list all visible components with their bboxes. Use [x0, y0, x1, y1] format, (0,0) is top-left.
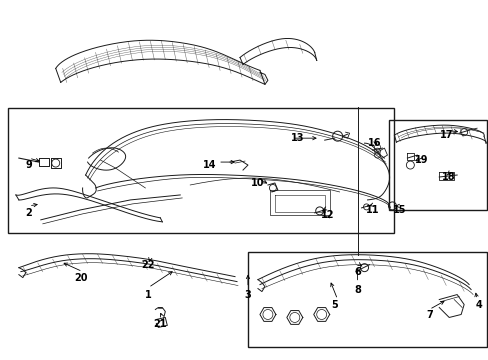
- Text: 11: 11: [365, 205, 379, 215]
- Text: 2: 2: [25, 208, 32, 218]
- Text: 12: 12: [320, 210, 334, 220]
- Text: 21: 21: [153, 319, 167, 329]
- Text: 10: 10: [251, 178, 264, 188]
- Text: 14: 14: [203, 160, 217, 170]
- Text: 15: 15: [392, 205, 406, 215]
- Text: 18: 18: [442, 172, 455, 182]
- Text: 5: 5: [330, 300, 337, 310]
- Text: 7: 7: [425, 310, 432, 320]
- Text: 6: 6: [353, 267, 360, 276]
- Text: 22: 22: [142, 260, 155, 270]
- Text: 20: 20: [74, 273, 87, 283]
- Text: 13: 13: [290, 133, 304, 143]
- Text: 17: 17: [439, 130, 452, 140]
- Text: 16: 16: [367, 138, 381, 148]
- Text: 1: 1: [145, 289, 151, 300]
- Text: 19: 19: [414, 155, 427, 165]
- Text: 8: 8: [353, 284, 360, 294]
- Text: 4: 4: [475, 300, 482, 310]
- Text: 9: 9: [25, 160, 32, 170]
- Text: 3: 3: [244, 289, 251, 300]
